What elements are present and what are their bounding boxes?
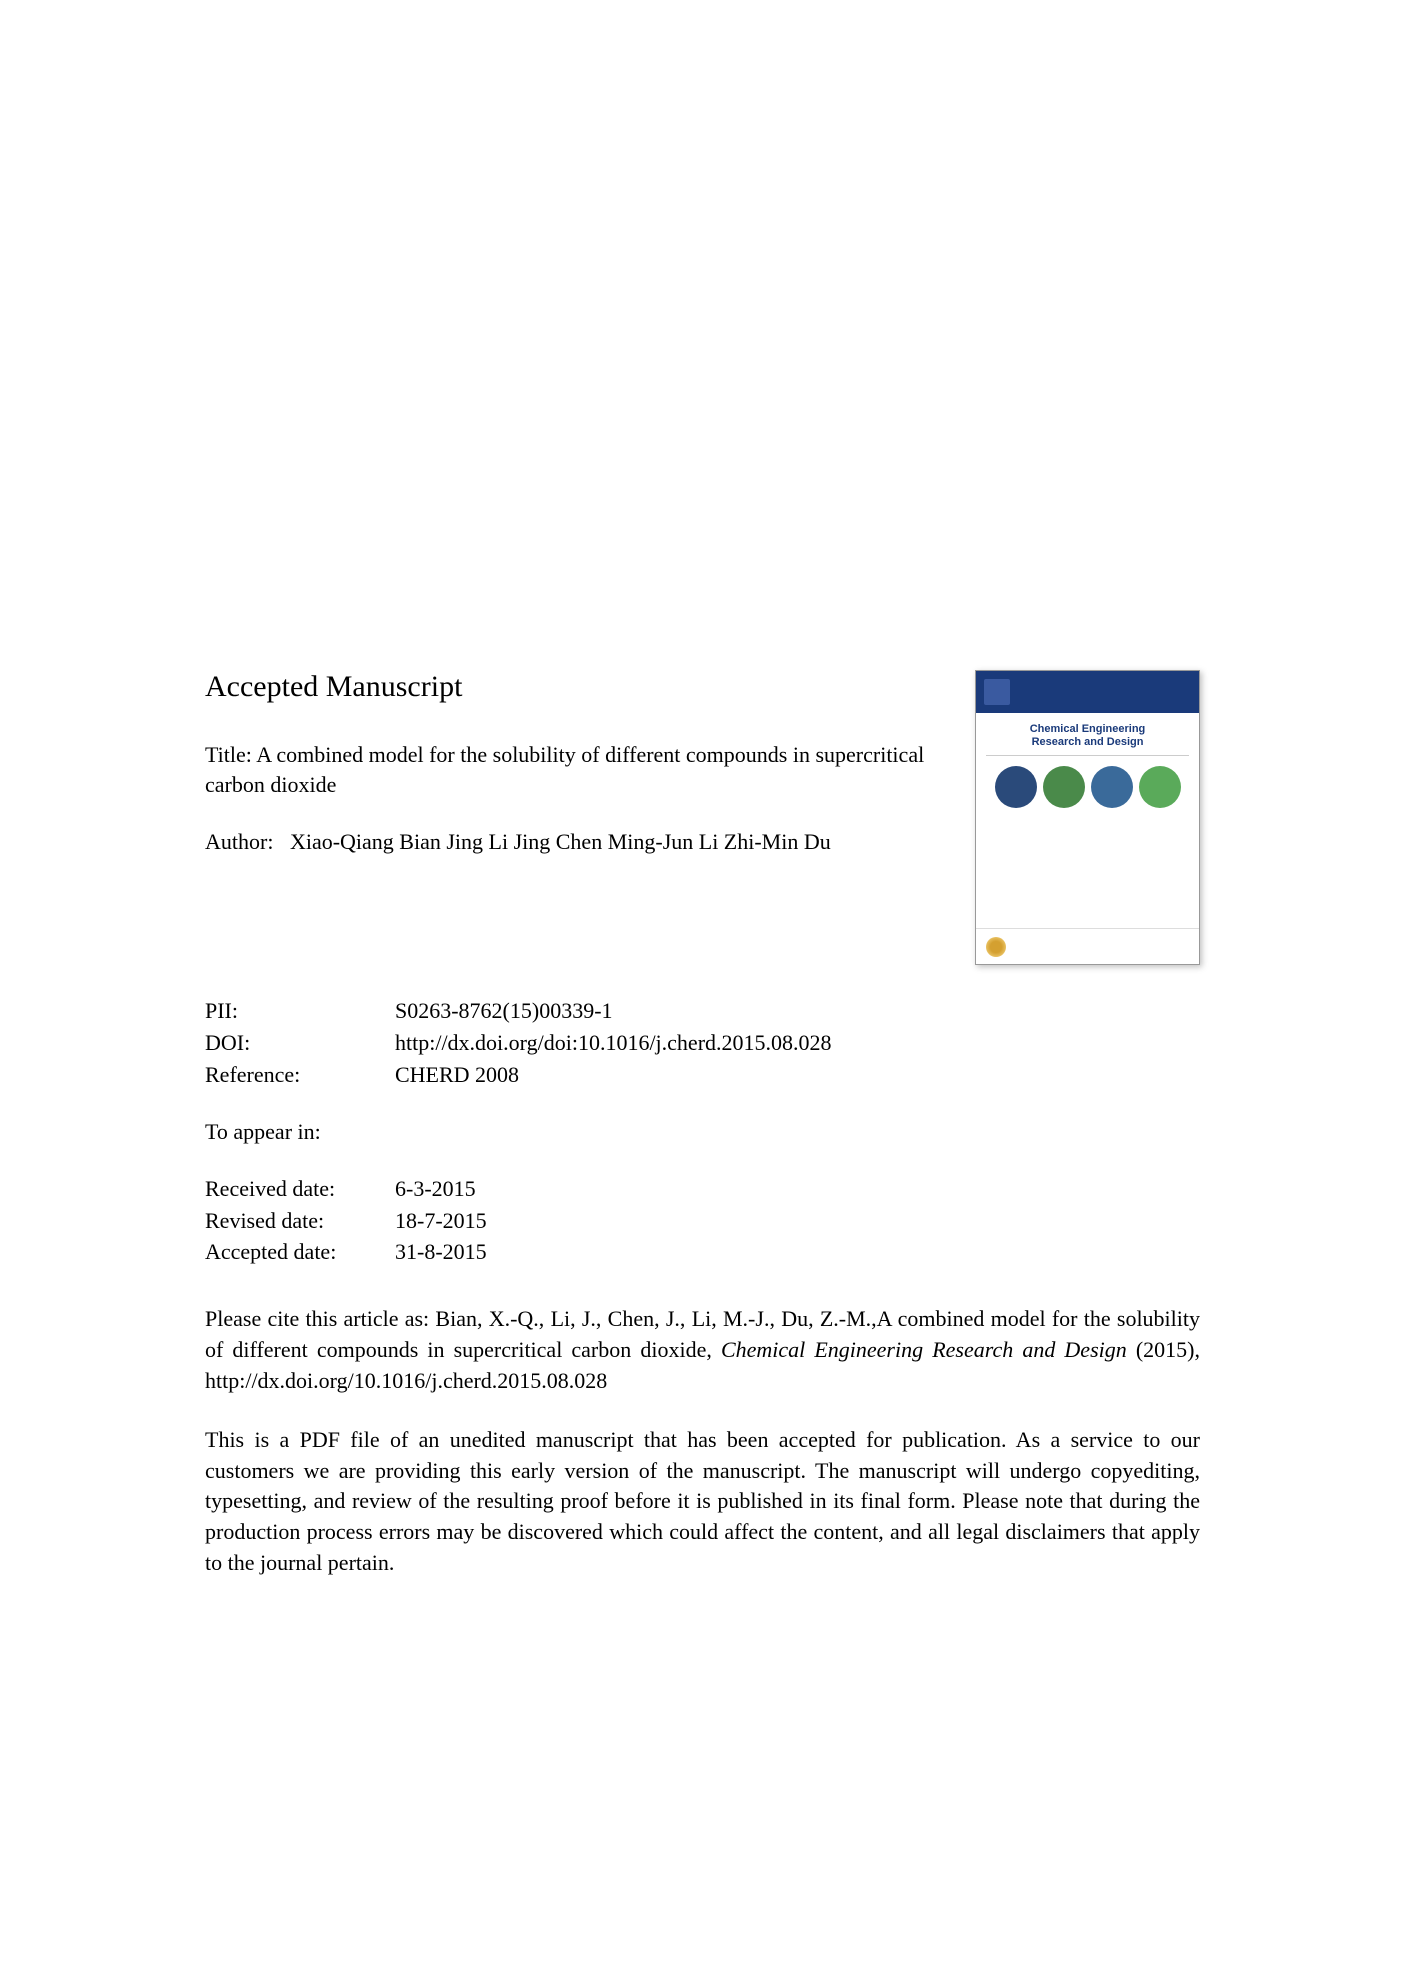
manuscript-page: Accepted Manuscript Title: A combined mo… <box>205 670 1200 1579</box>
accepted-label: Accepted date: <box>205 1236 395 1268</box>
date-row-received: Received date: 6-3-2015 <box>205 1173 1200 1205</box>
author-label: Author: <box>205 829 273 854</box>
ichem-logo-icon <box>986 937 1006 957</box>
author-text: Xiao-Qiang Bian Jing Li Jing Chen Ming-J… <box>290 829 831 854</box>
reference-label: Reference: <box>205 1059 395 1091</box>
cover-title-line2: Research and Design <box>976 736 1199 749</box>
to-appear-in: To appear in: <box>205 1119 1200 1145</box>
received-label: Received date: <box>205 1173 395 1205</box>
cover-footer <box>976 928 1199 964</box>
received-value: 6-3-2015 <box>395 1173 1200 1205</box>
page-heading: Accepted Manuscript <box>205 670 935 704</box>
title-label: Title: <box>205 742 252 767</box>
author-block: Author: Xiao-Qiang Bian Jing Li Jing Che… <box>205 827 935 857</box>
header-left: Accepted Manuscript Title: A combined mo… <box>205 670 975 857</box>
doi-label: DOI: <box>205 1027 395 1059</box>
citation-journal: Chemical Engineering Research and Design <box>721 1337 1127 1362</box>
date-row-accepted: Accepted date: 31-8-2015 <box>205 1236 1200 1268</box>
cover-banner <box>976 671 1199 713</box>
cover-circle-icon <box>1139 766 1181 808</box>
cover-divider <box>986 755 1189 756</box>
reference-value: CHERD 2008 <box>395 1059 1200 1091</box>
meta-row-pii: PII: S0263-8762(15)00339-1 <box>205 995 1200 1027</box>
cover-circle-icon <box>995 766 1037 808</box>
doi-value[interactable]: http://dx.doi.org/doi:10.1016/j.cherd.20… <box>395 1027 1200 1059</box>
date-row-revised: Revised date: 18-7-2015 <box>205 1205 1200 1237</box>
title-text: A combined model for the solubility of d… <box>205 742 924 797</box>
title-block: Title: A combined model for the solubili… <box>205 740 935 799</box>
cover-circle-icon <box>1091 766 1133 808</box>
metadata-table: PII: S0263-8762(15)00339-1 DOI: http://d… <box>205 995 1200 1091</box>
pii-value: S0263-8762(15)00339-1 <box>395 995 1200 1027</box>
cover-journal-title: Chemical Engineering Research and Design <box>976 723 1199 749</box>
pii-label: PII: <box>205 995 395 1027</box>
citation-block: Please cite this article as: Bian, X.-Q.… <box>205 1304 1200 1396</box>
accepted-value: 31-8-2015 <box>395 1236 1200 1268</box>
cover-circle-icon <box>1043 766 1085 808</box>
cover-title-line1: Chemical Engineering <box>976 723 1199 736</box>
cover-circles <box>976 766 1199 808</box>
journal-cover-thumbnail: Chemical Engineering Research and Design <box>975 670 1200 965</box>
disclaimer-text: This is a PDF file of an unedited manusc… <box>205 1425 1200 1579</box>
header-row: Accepted Manuscript Title: A combined mo… <box>205 670 1200 965</box>
revised-value: 18-7-2015 <box>395 1205 1200 1237</box>
meta-row-doi: DOI: http://dx.doi.org/doi:10.1016/j.che… <box>205 1027 1200 1059</box>
publisher-badge-icon <box>984 679 1010 705</box>
meta-row-reference: Reference: CHERD 2008 <box>205 1059 1200 1091</box>
revised-label: Revised date: <box>205 1205 395 1237</box>
dates-table: Received date: 6-3-2015 Revised date: 18… <box>205 1173 1200 1269</box>
